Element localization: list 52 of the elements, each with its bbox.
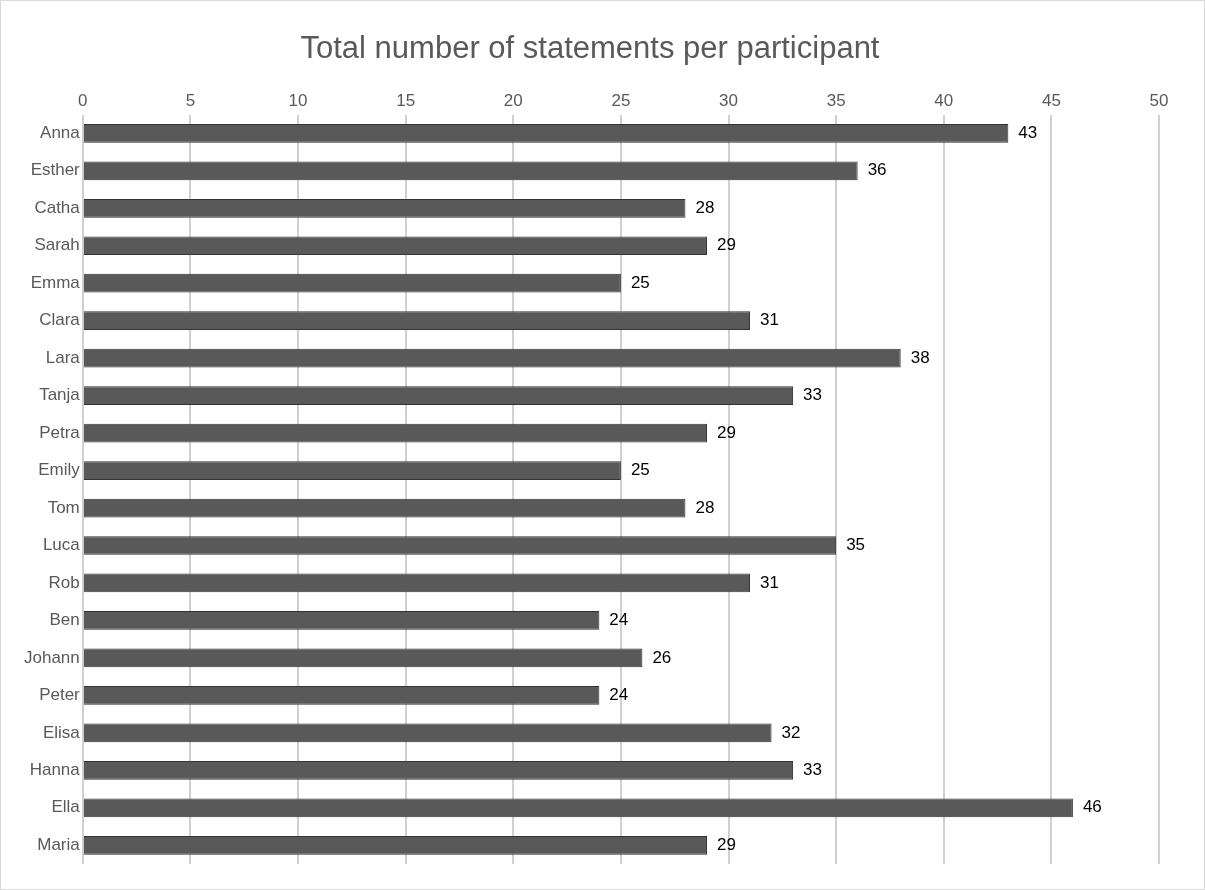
data-label: 43 [1018,123,1038,143]
y-tick-label: Tanja [39,385,81,405]
y-tick-label: Sarah [34,235,80,255]
data-label: 32 [781,722,801,742]
data-label: 29 [716,834,736,854]
y-tick-label: Hanna [29,760,81,780]
y-tick-label: Ben [49,610,80,630]
data-label: 38 [910,347,930,367]
y-tick-label: Luca [42,535,81,555]
x-tick-label: 35 [826,91,846,111]
y-tick-label: Emma [30,272,81,292]
data-label: 31 [760,310,779,330]
y-tick-label: Clara [39,310,81,330]
y-tick-label: Maria [37,834,81,854]
data-label: 33 [803,385,822,405]
y-tick-label: Anna [40,123,81,143]
x-tick-label: 5 [185,91,196,111]
data-label: 29 [716,235,736,255]
data-label: 31 [760,572,779,592]
x-tick-label: 45 [1041,91,1061,111]
x-tick-label: 30 [719,91,738,111]
x-tick-label: 20 [503,91,523,111]
chart-title: Total number of statements per participant [300,30,880,66]
x-tick-label: 40 [934,91,954,111]
data-label: 28 [695,497,715,517]
y-tick-label: Rob [48,572,80,592]
x-tick-label: 10 [288,91,308,111]
x-tick-label: 25 [611,91,631,111]
y-tick-label: Tom [47,497,80,517]
y-tick-label: Elisa [42,722,81,742]
data-label: 25 [630,460,650,480]
data-label: 46 [1082,797,1102,817]
data-label: 26 [652,647,672,667]
data-label: 29 [716,422,736,442]
data-label: 35 [846,535,866,555]
data-label: 24 [609,610,629,630]
y-tick-label: Ella [51,797,81,817]
data-label: 33 [803,760,822,780]
y-tick-label: Johann [23,647,80,667]
y-tick-label: Lara [45,347,81,367]
x-tick-label: 0 [78,91,88,111]
y-tick-label: Esther [30,160,81,180]
data-label: 24 [609,685,629,705]
x-tick-label: 50 [1149,91,1169,111]
y-tick-label: Petra [39,422,81,442]
data-label: 25 [630,272,650,292]
data-label: 28 [695,197,715,217]
y-tick-label: Emily [38,460,81,480]
y-tick-label: Peter [39,685,81,705]
data-label: 36 [867,160,887,180]
y-tick-label: Catha [34,197,81,217]
x-tick-label: 15 [396,91,416,111]
